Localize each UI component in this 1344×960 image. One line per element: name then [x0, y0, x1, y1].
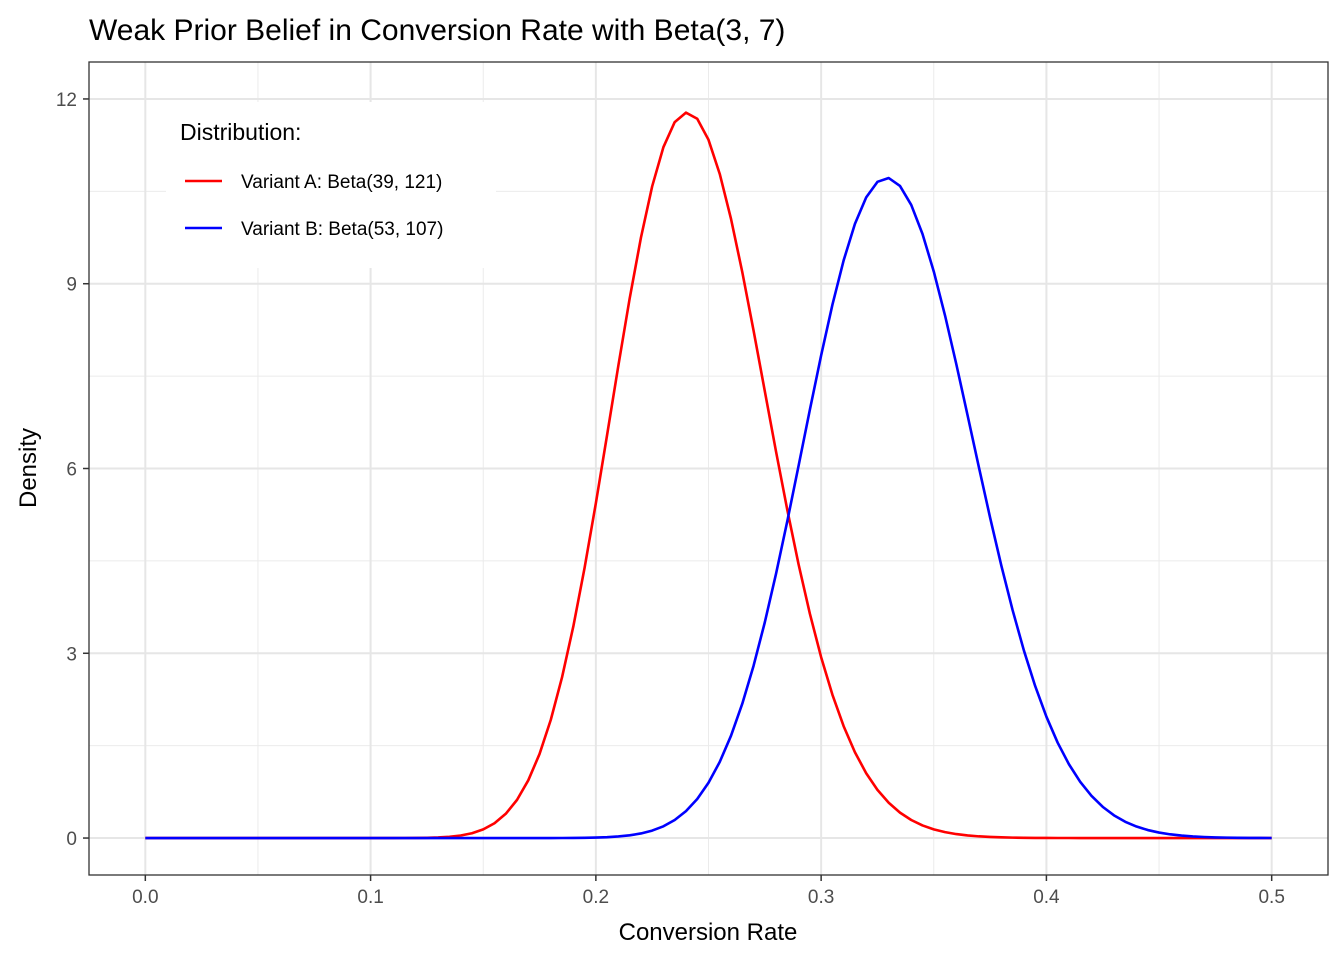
- legend-title: Distribution:: [180, 119, 301, 145]
- legend: Distribution: Variant A: Beta(39, 121) V…: [166, 102, 496, 268]
- x-tick-label: 0.1: [357, 887, 383, 908]
- y-axis: 0 3 6 9 12: [56, 90, 89, 850]
- x-axis-title: Conversion Rate: [619, 919, 798, 946]
- y-tick-label: 12: [56, 90, 77, 111]
- legend-label-variant-b: Variant B: Beta(53, 107): [241, 219, 443, 240]
- series-line-variant-b: [145, 176, 1272, 840]
- x-tick-label: 0.0: [132, 887, 158, 908]
- x-tick-label: 0.4: [1033, 887, 1060, 908]
- y-axis-title: Density: [15, 428, 42, 508]
- y-tick-label: 3: [66, 644, 77, 665]
- legend-box: [166, 102, 496, 268]
- x-tick-label: 0.3: [808, 887, 834, 908]
- series-lines: [145, 111, 1272, 840]
- legend-label-variant-a: Variant A: Beta(39, 121): [241, 172, 442, 193]
- y-tick-label: 6: [66, 460, 77, 481]
- x-axis: 0.0 0.1 0.2 0.3 0.4 0.5: [132, 875, 1285, 908]
- x-tick-label: 0.5: [1258, 887, 1284, 908]
- y-tick-label: 9: [66, 275, 77, 296]
- chart-title: Weak Prior Belief in Conversion Rate wit…: [89, 14, 785, 47]
- x-tick-label: 0.2: [583, 887, 609, 908]
- y-tick-label: 0: [66, 829, 77, 850]
